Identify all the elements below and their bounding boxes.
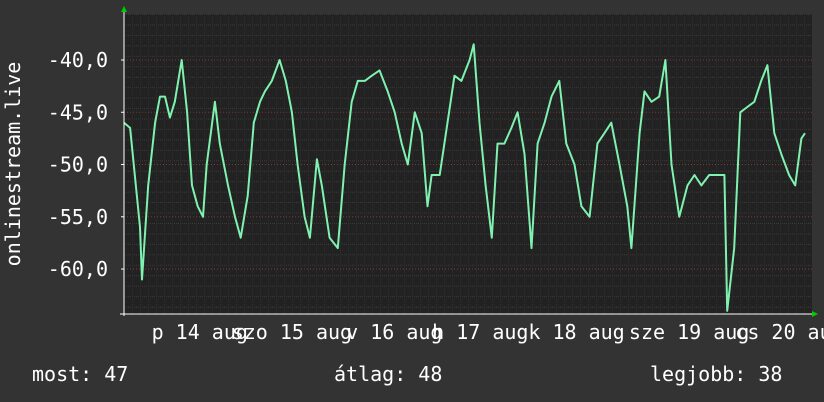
data-line xyxy=(123,43,806,312)
axis-arrow xyxy=(812,311,818,317)
x-tick-label: v 16 aug xyxy=(346,320,442,344)
plot-area xyxy=(124,14,812,314)
y-axis-label: onlinestream.live xyxy=(1,62,25,267)
axis-arrow xyxy=(121,6,127,12)
x-tick-label: cs 20 aug xyxy=(735,320,824,344)
legend-stat: átlag: 48 xyxy=(334,362,442,386)
y-tick-label: -60,0 xyxy=(48,257,108,281)
y-tick-label: -50,0 xyxy=(48,153,108,177)
legend-stat: legjobb: 38 xyxy=(650,362,782,386)
y-tick-label: -40,0 xyxy=(48,48,108,72)
x-tick-label: szo 15 aug xyxy=(232,320,352,344)
y-tick-label: -55,0 xyxy=(48,205,108,229)
x-tick-label: k 18 aug xyxy=(528,320,624,344)
x-tick-label: sze 19 aug xyxy=(629,320,749,344)
x-tick-label: h 17 aug xyxy=(432,320,528,344)
x-tick-label: p 14 aug xyxy=(152,320,248,344)
legend-stat: most: 47 xyxy=(32,362,128,386)
y-tick-label: -45,0 xyxy=(48,100,108,124)
